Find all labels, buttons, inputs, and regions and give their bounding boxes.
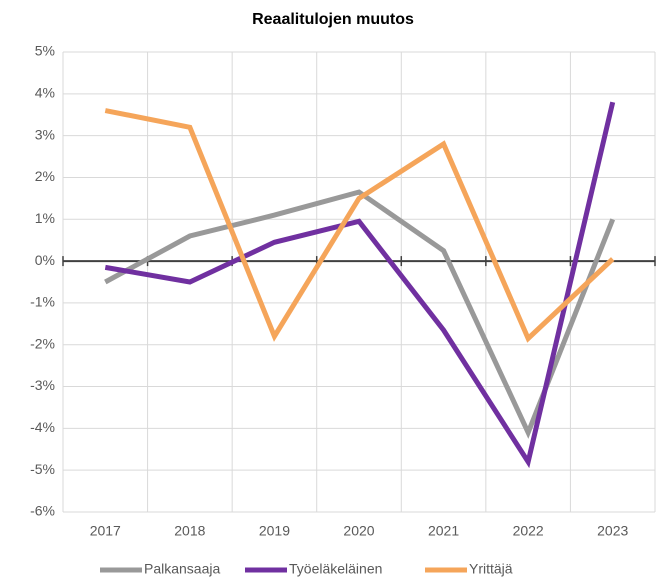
- y-tick-label: -6%: [30, 503, 55, 519]
- y-tick-label: 2%: [35, 168, 55, 184]
- y-tick-label: -5%: [30, 461, 55, 477]
- x-tick-label: 2022: [513, 523, 544, 539]
- x-tick-label: 2023: [597, 523, 628, 539]
- legend-label: Palkansaaja: [144, 561, 220, 577]
- y-tick-label: 0%: [35, 252, 55, 268]
- y-tick-label: 1%: [35, 210, 55, 226]
- y-tick-label: 3%: [35, 126, 55, 142]
- legend-label: Työeläkeläinen: [289, 561, 382, 577]
- legend-label: Yrittäjä: [469, 561, 513, 577]
- x-tick-label: 2018: [174, 523, 205, 539]
- y-tick-label: 4%: [35, 85, 55, 101]
- y-tick-label: -2%: [30, 335, 55, 351]
- series-line: [104, 189, 616, 439]
- x-tick-label: 2020: [343, 523, 374, 539]
- x-tick-label: 2017: [90, 523, 121, 539]
- series-line: [104, 101, 616, 469]
- y-tick-label: -3%: [30, 377, 55, 393]
- y-tick-label: -1%: [30, 294, 55, 310]
- series-line: [104, 108, 615, 343]
- chart-title: Reaalitulojen muutos: [252, 11, 414, 28]
- x-tick-label: 2019: [259, 523, 290, 539]
- x-tick-label: 2021: [428, 523, 459, 539]
- y-tick-label: -4%: [30, 419, 55, 435]
- y-tick-label: 5%: [35, 43, 55, 59]
